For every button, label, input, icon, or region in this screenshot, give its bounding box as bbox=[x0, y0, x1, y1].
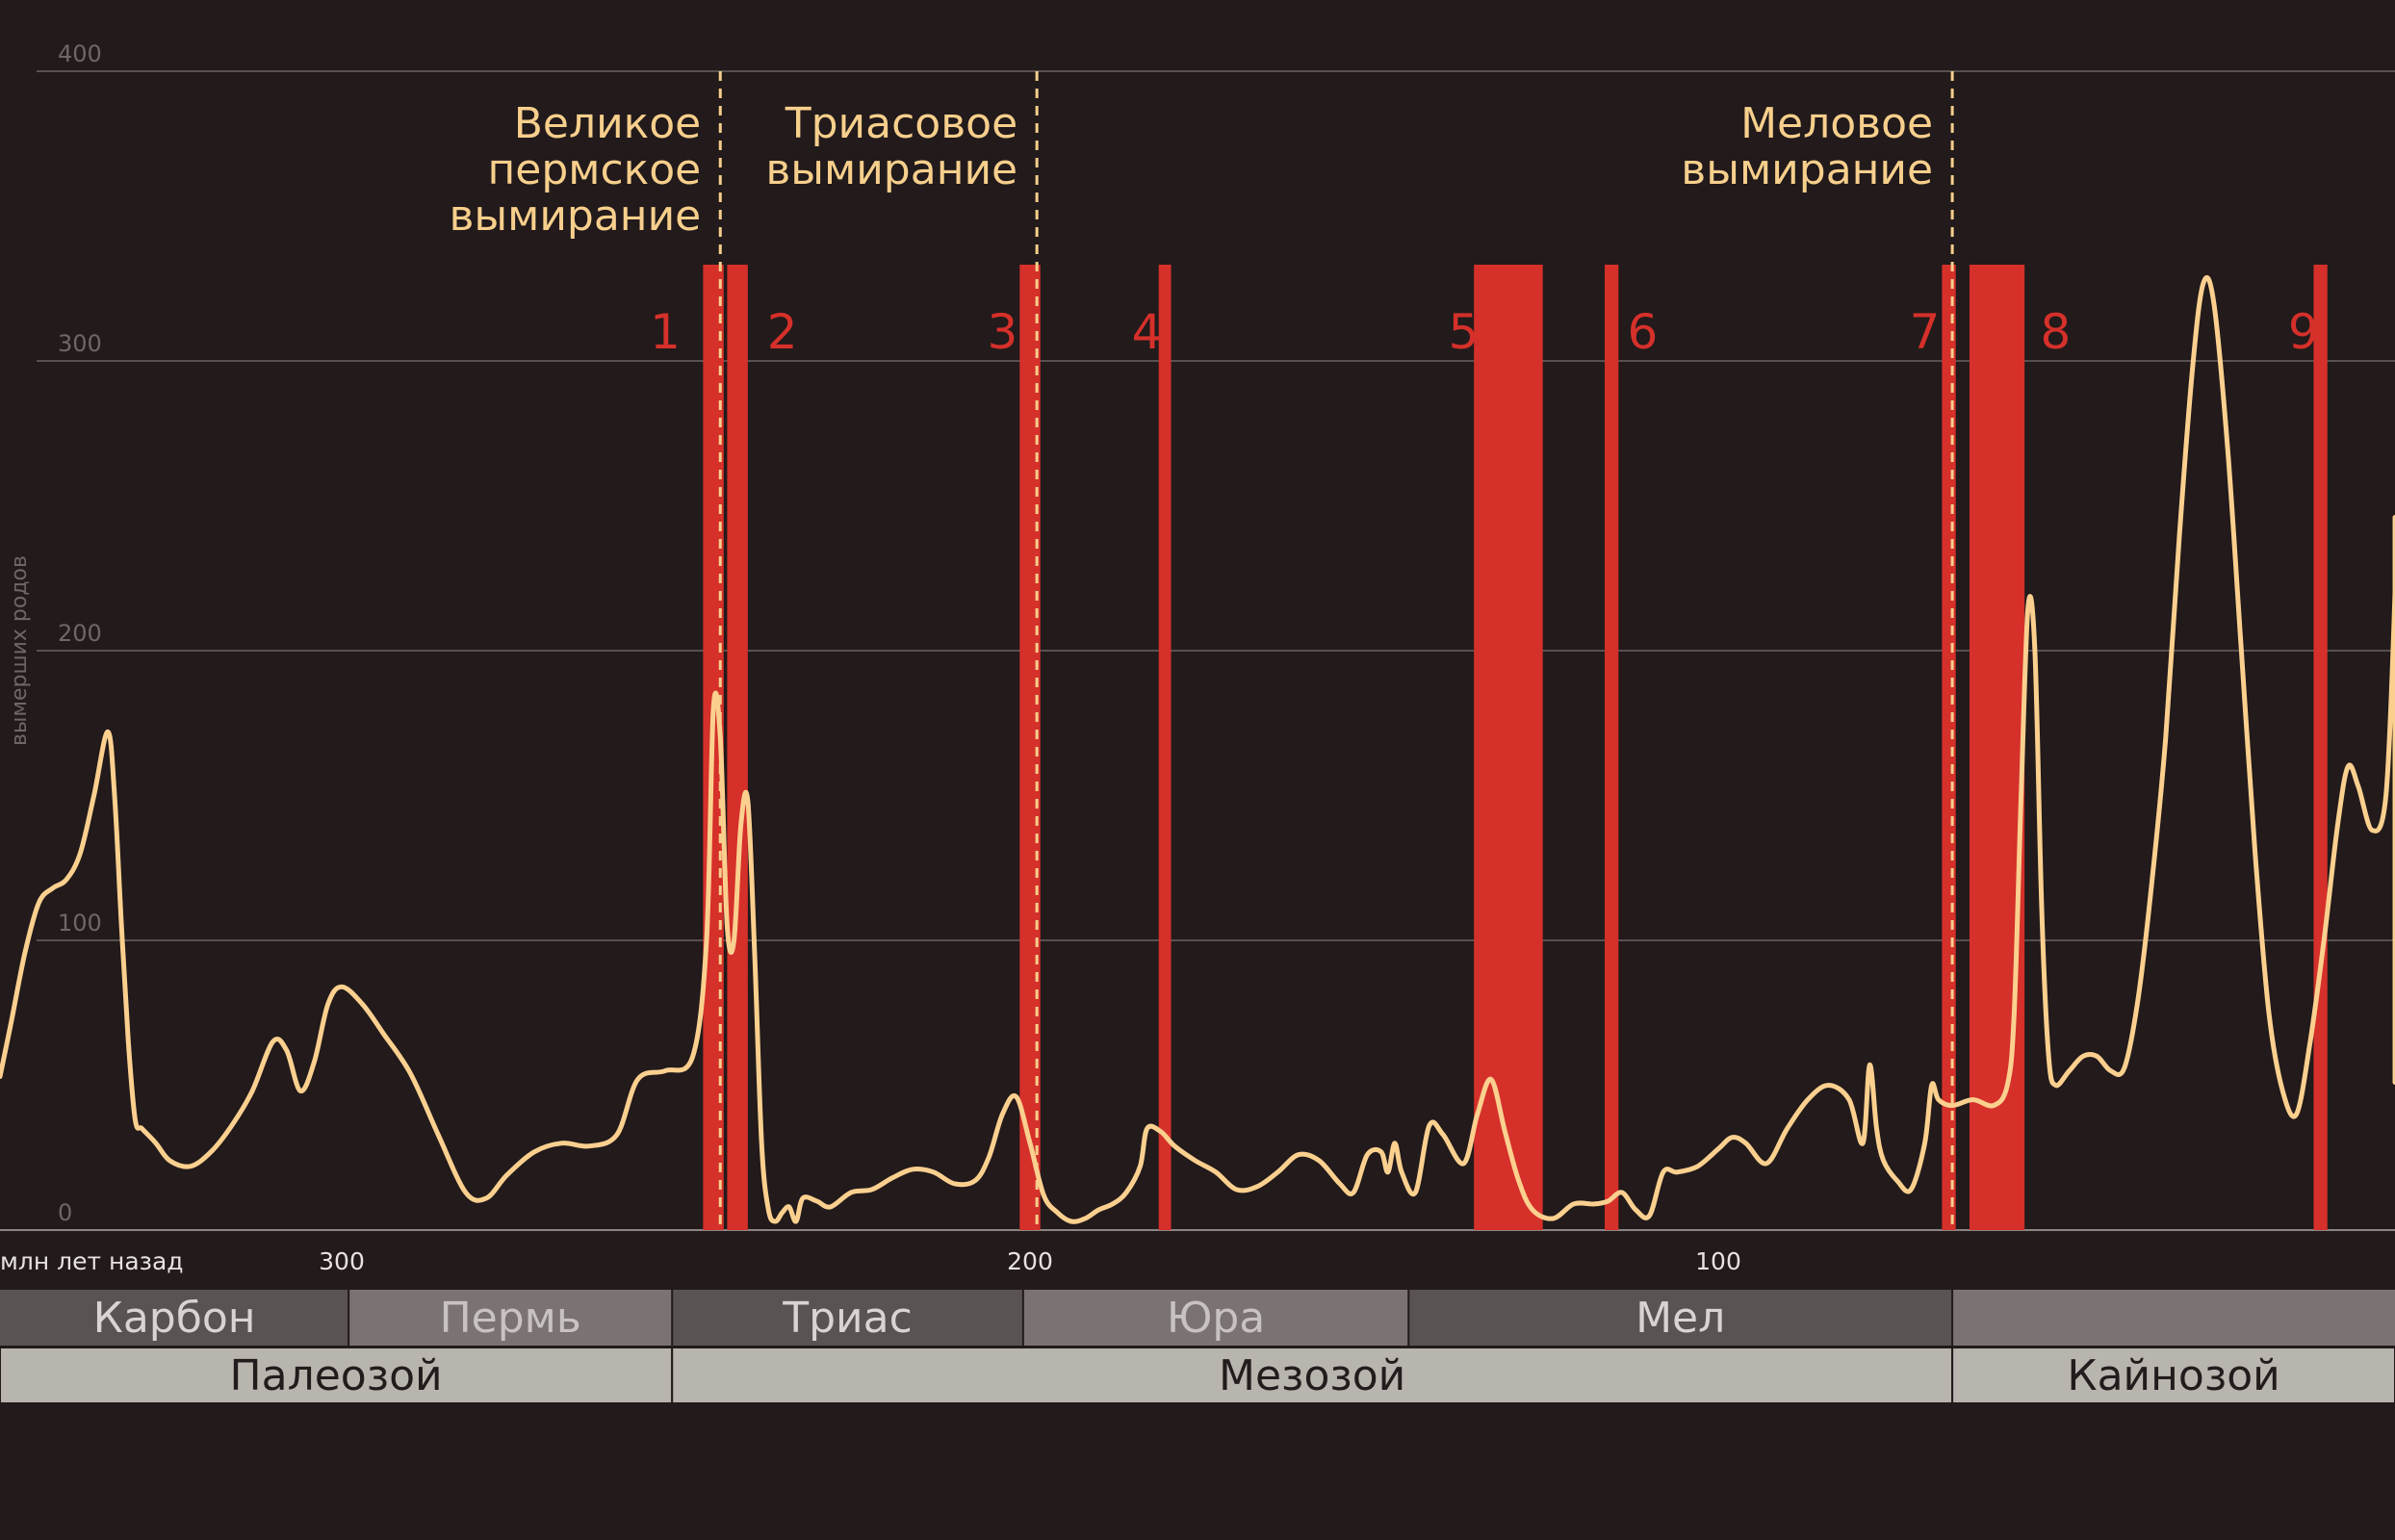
band-number-label: 8 bbox=[2040, 304, 2071, 360]
event-label: вымирание bbox=[449, 192, 701, 241]
band-number-label: 7 bbox=[1910, 304, 1941, 360]
band-number-label: 1 bbox=[650, 304, 681, 360]
era-label: Мезозой bbox=[1219, 1351, 1405, 1400]
band-number-label: 3 bbox=[987, 304, 1017, 360]
x-tick-label: 300 bbox=[319, 1247, 365, 1275]
x-axis-label: млн лет назад bbox=[0, 1247, 184, 1275]
y-tick-label: 100 bbox=[58, 910, 102, 937]
extinction-band bbox=[1474, 265, 1543, 1230]
event-label: вымирание bbox=[765, 145, 1017, 194]
geologic-timescale: Карбон Пермь Триас Юра Мел Палеозой Мезозой Кай… bbox=[0, 1290, 2395, 1404]
y-tick-label: 300 bbox=[58, 330, 102, 357]
period-label: Пермь bbox=[440, 1294, 581, 1343]
period-label: Мел bbox=[1635, 1294, 1725, 1343]
period-block bbox=[1022, 1290, 1409, 1346]
period-block bbox=[1408, 1290, 1953, 1346]
extinction-band bbox=[1158, 265, 1172, 1230]
extinction-band bbox=[1605, 265, 1619, 1230]
era-block bbox=[671, 1347, 1954, 1404]
band-number-label: 6 bbox=[1627, 304, 1658, 360]
era-label: Палеозой bbox=[230, 1351, 443, 1400]
period-block bbox=[348, 1290, 673, 1346]
period-label: Карбон bbox=[93, 1294, 256, 1343]
x-tick-label: 100 bbox=[1695, 1247, 1741, 1275]
band-number-label: 2 bbox=[767, 304, 798, 360]
period-label: Триас bbox=[782, 1294, 913, 1343]
y-tick-label: 0 bbox=[58, 1199, 72, 1226]
period-block bbox=[1952, 1290, 2395, 1346]
x-tick-label: 200 bbox=[1007, 1247, 1053, 1275]
extinction-band bbox=[1969, 265, 2025, 1230]
extinction-band bbox=[1019, 265, 1041, 1230]
extinct-genera-line bbox=[0, 274, 2395, 1224]
event-label: Триасовое bbox=[785, 99, 1017, 148]
event-label: Великое bbox=[514, 99, 702, 148]
period-label: Юра bbox=[1167, 1294, 1265, 1343]
band-number-label: 4 bbox=[1132, 304, 1163, 360]
period-block bbox=[672, 1290, 1023, 1346]
extinction-band bbox=[727, 265, 748, 1230]
y-tick-label: 400 bbox=[58, 40, 102, 67]
period-block bbox=[0, 1290, 349, 1346]
band-number-label: 9 bbox=[2288, 304, 2319, 360]
band-number-label: 5 bbox=[1449, 304, 1480, 360]
era-block bbox=[1951, 1347, 2395, 1404]
event-markers-layer: ВеликоепермскоевымираниеТриасовоевымиран… bbox=[449, 71, 1954, 1230]
extinction-band bbox=[2313, 265, 2328, 1230]
era-label: Кайнозой bbox=[2067, 1351, 2279, 1400]
axis-layer: млн лет назад 300 200 100 bbox=[0, 1247, 1741, 1275]
event-label: Меловое bbox=[1740, 99, 1933, 148]
curve-layer bbox=[0, 274, 2395, 1224]
event-label: вымирание bbox=[1681, 145, 1933, 194]
y-tick-label: 200 bbox=[58, 620, 102, 647]
y-axis-label: вымерших родов bbox=[8, 555, 32, 746]
event-label: пермское bbox=[488, 145, 702, 194]
